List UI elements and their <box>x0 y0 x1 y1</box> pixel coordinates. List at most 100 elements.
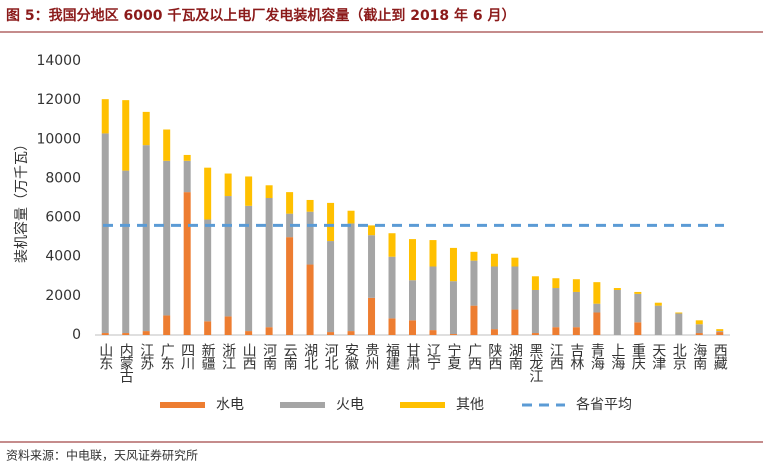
bar-segment <box>654 302 662 306</box>
bar-segment <box>163 315 171 335</box>
bar-segment <box>490 266 498 330</box>
bar-segment <box>409 320 416 335</box>
bar-segment <box>183 160 191 193</box>
bar-segment <box>388 318 396 335</box>
bar-segment <box>204 167 212 220</box>
bar-segment <box>306 264 314 335</box>
x-tick-label: 湖南 <box>507 343 523 370</box>
bar-segment <box>142 331 150 335</box>
x-tick-label: 广西 <box>466 343 482 370</box>
bar-segment <box>286 237 294 335</box>
bar-segment <box>122 333 130 335</box>
x-tick-label: 黑龙江 <box>527 343 543 383</box>
bar-segment <box>327 241 335 333</box>
x-tick-label: 湖北 <box>302 343 318 371</box>
bar-segment <box>531 276 539 290</box>
bar-segment <box>122 170 130 334</box>
bar-segment <box>634 293 642 323</box>
bar-segment <box>327 202 335 242</box>
x-tick-label: 广东 <box>159 343 175 370</box>
bar-segment <box>224 316 232 335</box>
x-tick-label: 浙江 <box>220 343 236 370</box>
bar-segment <box>224 196 232 317</box>
bar-segment <box>183 192 191 335</box>
bar-segment <box>286 213 294 238</box>
bar-segment <box>122 100 130 171</box>
x-tick-label: 新疆 <box>200 343 216 370</box>
bar-segment <box>306 199 314 212</box>
bar-segment <box>101 333 109 335</box>
x-tick-label: 山西 <box>241 343 257 370</box>
bar-segment <box>429 266 437 331</box>
bar-segment <box>531 289 539 334</box>
bar-segment <box>613 289 621 335</box>
x-tick-label: 贵州 <box>364 343 380 370</box>
bar-segment <box>388 256 396 319</box>
bar-segment <box>245 331 253 335</box>
bar-segment <box>224 173 232 197</box>
x-tick-label: 山东 <box>97 343 113 370</box>
legend-label: 火电 <box>336 397 364 413</box>
bar-segment <box>449 247 457 282</box>
bar-segment <box>613 288 621 290</box>
bar-segment <box>634 291 642 294</box>
bar-segment <box>265 198 273 328</box>
bar-segment <box>695 324 703 334</box>
bar-segment <box>531 333 539 335</box>
bar-segment <box>347 223 355 332</box>
bar-segment <box>675 312 683 314</box>
bar-segment <box>142 111 150 146</box>
bar-segment <box>470 251 478 261</box>
x-tick-label: 江西 <box>548 343 564 370</box>
legend-swatch <box>280 402 325 408</box>
bar-segment <box>470 305 478 335</box>
bar-segment <box>245 176 253 206</box>
x-tick-label: 西藏 <box>712 343 728 370</box>
x-tick-label: 上海 <box>609 343 625 370</box>
y-axis-label: 装机容量（万千瓦） <box>13 137 30 263</box>
bar-segment <box>593 312 601 335</box>
x-tick-label: 福建 <box>384 343 400 371</box>
bar-segment <box>552 288 560 328</box>
bar-segment <box>204 321 212 335</box>
bar-segment <box>695 333 703 335</box>
chart-title: 图 5：我国分地区 6000 千瓦及以上电厂发电装机容量（截止到 2018 年 … <box>6 7 516 24</box>
bar-segment <box>388 233 396 257</box>
bar-segment <box>572 279 580 292</box>
bar-segment <box>163 129 171 161</box>
x-tick-label: 重庆 <box>630 343 646 370</box>
bar-segment <box>101 133 109 334</box>
x-tick-label: 北京 <box>671 343 687 370</box>
bar-segment <box>552 327 560 335</box>
bar-segment <box>511 257 519 267</box>
legend-swatch <box>400 402 445 408</box>
bar-segment <box>511 309 519 335</box>
y-tick-label: 4000 <box>45 249 81 265</box>
bar-segment <box>695 320 703 325</box>
bar-segment <box>470 260 478 306</box>
bar-segment <box>204 219 212 322</box>
bar-segment <box>183 154 191 161</box>
bar-segment <box>716 332 724 335</box>
bar-segment <box>409 239 416 281</box>
x-tick-label: 辽宁 <box>425 343 441 370</box>
bar-segment <box>306 211 314 265</box>
bar-segment <box>675 313 683 335</box>
x-tick-label: 安徽 <box>343 343 359 370</box>
bar-segment <box>490 329 498 335</box>
bar-segment <box>572 327 580 335</box>
bar-segment <box>572 291 580 328</box>
bar-segment <box>409 280 416 321</box>
bar-segment <box>449 281 457 335</box>
y-tick-label: 6000 <box>45 210 81 226</box>
x-tick-label: 陕西 <box>486 343 502 370</box>
bar-segment <box>101 99 109 134</box>
bar-segment <box>449 334 457 335</box>
bar-segment <box>347 331 355 335</box>
bar-segment <box>593 282 601 304</box>
source-note: 资料来源：中电联，天风证券研究所 <box>6 448 198 463</box>
bar-segment <box>552 278 560 289</box>
bar-segment <box>327 332 335 335</box>
legend-label: 各省平均 <box>576 397 632 413</box>
y-tick-label: 10000 <box>36 131 81 147</box>
